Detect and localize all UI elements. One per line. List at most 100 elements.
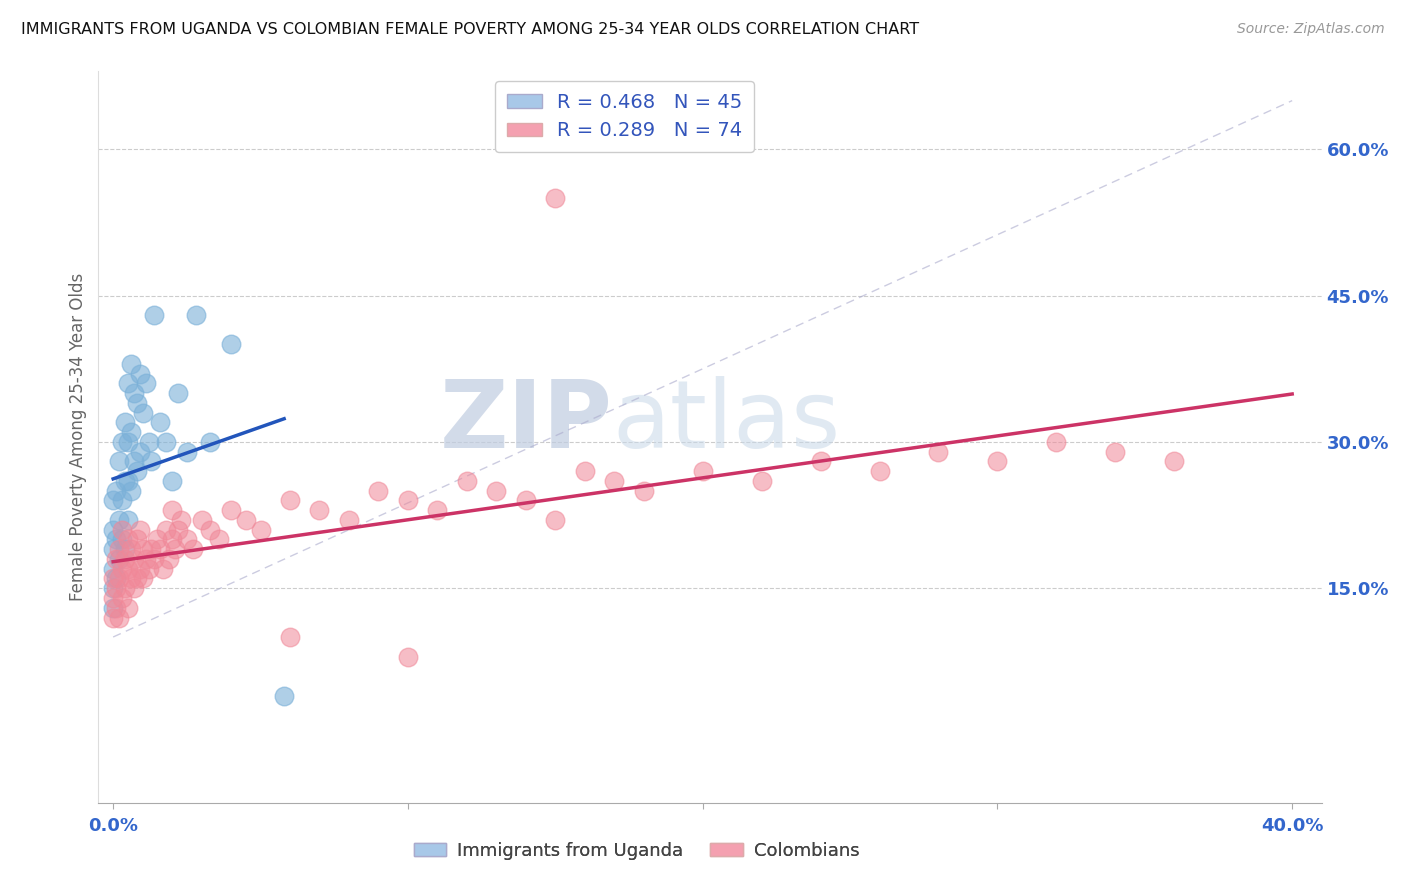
Point [128,523,150,537]
Point [105,533,128,547]
Point [200,434,222,449]
Point [108,552,131,566]
Point [152,562,174,576]
Point [278,493,301,508]
Point [111,434,134,449]
Point [170,513,193,527]
Point [120,357,142,371]
Point [396,649,419,664]
Point [869,464,891,478]
Point [544,513,567,527]
Point [603,474,626,488]
Point [278,630,301,644]
Point [135,376,157,391]
Point [273,689,295,703]
Point [117,600,139,615]
Point [101,581,124,595]
Point [108,610,131,624]
Point [105,572,128,586]
Point [131,572,153,586]
Point [181,542,204,557]
Point [143,552,166,566]
Point [574,464,596,478]
Point [235,513,257,527]
Point [128,367,150,381]
Text: atlas: atlas [612,376,841,468]
Point [692,464,714,478]
Point [1045,434,1067,449]
Point [122,552,145,566]
Point [108,513,131,527]
Point [120,425,142,440]
Point [128,444,150,458]
Point [111,493,134,508]
Point [1104,444,1126,458]
Point [149,542,172,557]
Point [138,562,160,576]
Point [101,600,124,615]
Point [108,454,131,468]
Point [160,533,183,547]
Point [219,503,242,517]
Point [515,493,537,508]
Point [160,503,183,517]
Point [108,542,131,557]
Point [184,308,207,322]
Point [105,483,128,498]
Point [108,572,131,586]
Point [101,562,124,576]
Point [308,503,330,517]
Text: IMMIGRANTS FROM UGANDA VS COLOMBIAN FEMALE POVERTY AMONG 25-34 YEAR OLDS CORRELA: IMMIGRANTS FROM UGANDA VS COLOMBIAN FEMA… [21,22,920,37]
Point [122,386,145,401]
Point [111,523,134,537]
Point [101,523,124,537]
Point [114,416,136,430]
Point [125,464,148,478]
Point [101,572,124,586]
Point [396,493,419,508]
Point [337,513,360,527]
Point [138,434,160,449]
Point [128,562,150,576]
Point [176,533,198,547]
Y-axis label: Female Poverty Among 25-34 Year Olds: Female Poverty Among 25-34 Year Olds [69,273,87,601]
Point [120,483,142,498]
Point [105,600,128,615]
Point [633,483,655,498]
Point [105,552,128,566]
Point [125,396,148,410]
Point [190,513,212,527]
Point [101,610,124,624]
Point [456,474,478,488]
Point [927,444,949,458]
Point [111,533,134,547]
Point [117,562,139,576]
Point [208,533,231,547]
Point [114,542,136,557]
Text: 0.0%: 0.0% [89,817,138,836]
Text: ZIP: ZIP [439,376,612,468]
Point [131,542,153,557]
Point [219,337,242,351]
Point [125,533,148,547]
Legend: Immigrants from Uganda, Colombians: Immigrants from Uganda, Colombians [406,835,866,867]
Point [117,533,139,547]
Point [117,434,139,449]
Point [249,523,271,537]
Point [105,581,128,595]
Point [176,444,198,458]
Point [165,542,187,557]
Point [810,454,832,468]
Point [986,454,1008,468]
Point [117,376,139,391]
Point [120,572,142,586]
Point [751,474,773,488]
Point [122,454,145,468]
Point [101,591,124,605]
Point [1163,454,1185,468]
Point [120,542,142,557]
Point [117,474,139,488]
Point [544,191,567,205]
Point [141,542,163,557]
Point [200,523,222,537]
